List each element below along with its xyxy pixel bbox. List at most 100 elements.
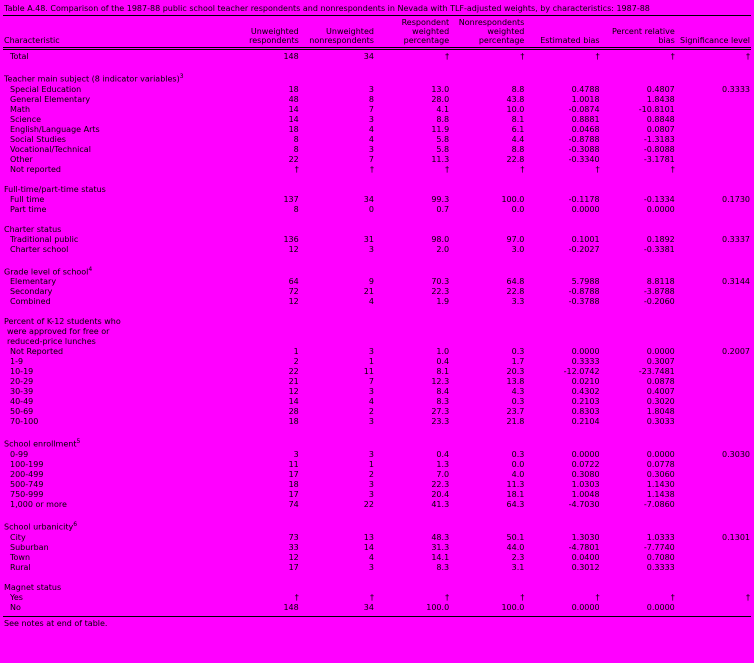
cell-value: 1.9 [436,297,450,307]
cell-value: -12.0742 [563,367,600,377]
row-label: 1-9 [10,357,24,367]
cell-value: † [595,592,600,602]
row-label: General Elementary [10,94,91,104]
table-row: Combined 12 4 1.9 3.3 -0.3788 -0.2060 [3,297,751,307]
cell-value: 0.4807 [646,84,675,94]
table-row: Rural 17 3 8.3 3.1 0.3012 0.3333 [3,563,751,573]
cell-value: 0.0468 [571,124,600,134]
cell-value: 48 [288,94,299,104]
cell-value: 27.3 [431,407,450,417]
cell-value: 1.1438 [646,489,675,499]
cell-value: -7.7740 [643,542,675,552]
cell-value: † [670,592,675,602]
cell-value: † [369,164,374,174]
cell-value: † [595,52,600,61]
cell-value: 8.3 [436,397,450,407]
row-label: Not reported [10,164,61,174]
cell-value: -4.7801 [568,542,600,552]
cell-value [676,500,751,510]
table-row: English/Language Arts 18 4 11.9 6.1 0.0468 0.0… [3,125,751,135]
cell-value: 0.3 [511,347,525,357]
cell-value: 4 [368,297,374,307]
cell-value: 70.3 [431,277,450,287]
cell-value [676,135,751,145]
cell-value: † [445,592,450,602]
cell-value: 11 [363,367,374,377]
cell-value: 98.0 [431,234,450,244]
cell-value: † [520,592,525,602]
footnote-marker: 6 [73,520,78,528]
section-header-label: Grade level of school4 [4,265,93,277]
cell-value: 8 [293,204,299,214]
cell-value: 0 [368,204,374,214]
cell-value: 43.8 [506,94,525,104]
table-row: Special Education 18 3 13.0 8.8 0.4788 0.4807 0… [3,85,751,95]
cell-value: 0.3060 [646,469,675,479]
cell-value: 8 [368,94,374,104]
table-header-row: Characteristic Unweighted respondents Unwe… [3,16,751,50]
cell-value: 0.4007 [646,387,675,397]
cell-value: -10.8101 [638,104,675,114]
row-label: 100-199 [10,459,44,469]
cell-value [676,603,751,613]
row-label: Town [10,552,31,562]
cell-value: 6.1 [511,124,525,134]
cell-value: 11.3 [506,479,525,489]
cell-value: -0.1334 [643,194,675,204]
section-header-label: Percent of K-12 students who [4,317,121,327]
cell-value: 1.8438 [646,94,675,104]
cell-value: † [520,164,525,174]
cell-value: 0.3 [511,397,525,407]
cell-value: 0.7080 [646,552,675,562]
section-header-label: School urbanicity6 [4,520,78,532]
row-label: 20-29 [10,377,34,387]
cell-value: 0.3030 [722,449,750,459]
cell-value: 0.0722 [571,459,600,469]
cell-value: 0.8303 [571,407,600,417]
cell-value: 0.0000 [571,602,600,612]
cell-value [676,553,751,563]
row-label: Not Reported [10,347,64,357]
cell-value: 14 [288,114,299,124]
cell-value: 0.3144 [722,277,750,287]
cell-value: 12 [288,387,299,397]
cell-value: 8.8 [436,114,450,124]
table-row: Social Studies 8 4 5.8 4.4 -0.8788 -1.3183 [3,135,751,145]
row-label: 10-19 [10,367,34,377]
table-row: 50-69 28 2 27.3 23.7 0.8303 1.8048 [3,407,751,417]
cell-value: -0.8788 [568,134,600,144]
cell-value [676,387,751,397]
cell-value: 0.0210 [571,377,600,387]
cell-value: 2 [368,469,374,479]
column-header: Percent relative bias [600,16,676,50]
cell-value: 8.4 [436,387,450,397]
cell-value: 0.3333 [571,357,600,367]
cell-value: 0.4 [436,357,450,367]
table-row: 70-100 18 3 23.3 21.8 0.2104 0.3033 [3,417,751,427]
cell-value: 72 [288,287,299,297]
cell-value: 3 [368,347,374,357]
row-label: 750-999 [10,489,44,499]
cell-value [676,165,751,175]
table-row: Full time 137 34 99.3 100.0 -0.1178 -0.1334 0.1… [3,195,751,205]
row-label: 30-39 [10,387,34,397]
cell-value: 8 [293,134,299,144]
row-label: Charter school [10,244,69,254]
row-label: Social Studies [10,134,66,144]
table-row: Vocational/Technical 8 3 5.8 8.8 -0.3088 -0.80… [3,145,751,155]
cell-value: 22.3 [431,479,450,489]
cell-value: 18 [288,479,299,489]
cell-value: 7 [368,104,374,114]
cell-value: 0.7 [436,204,450,214]
cell-value: 33 [288,542,299,552]
row-label: Special Education [10,84,82,94]
cell-value: 1.0018 [571,94,600,104]
cell-value: 3 [368,479,374,489]
cell-value: † [520,52,525,61]
cell-value: 1.3030 [571,532,600,542]
row-label: 200-499 [10,469,44,479]
row-label: Part time [10,204,47,214]
cell-value [676,357,751,367]
cell-value: 3.3 [511,297,525,307]
column-header: Characteristic [3,16,225,50]
